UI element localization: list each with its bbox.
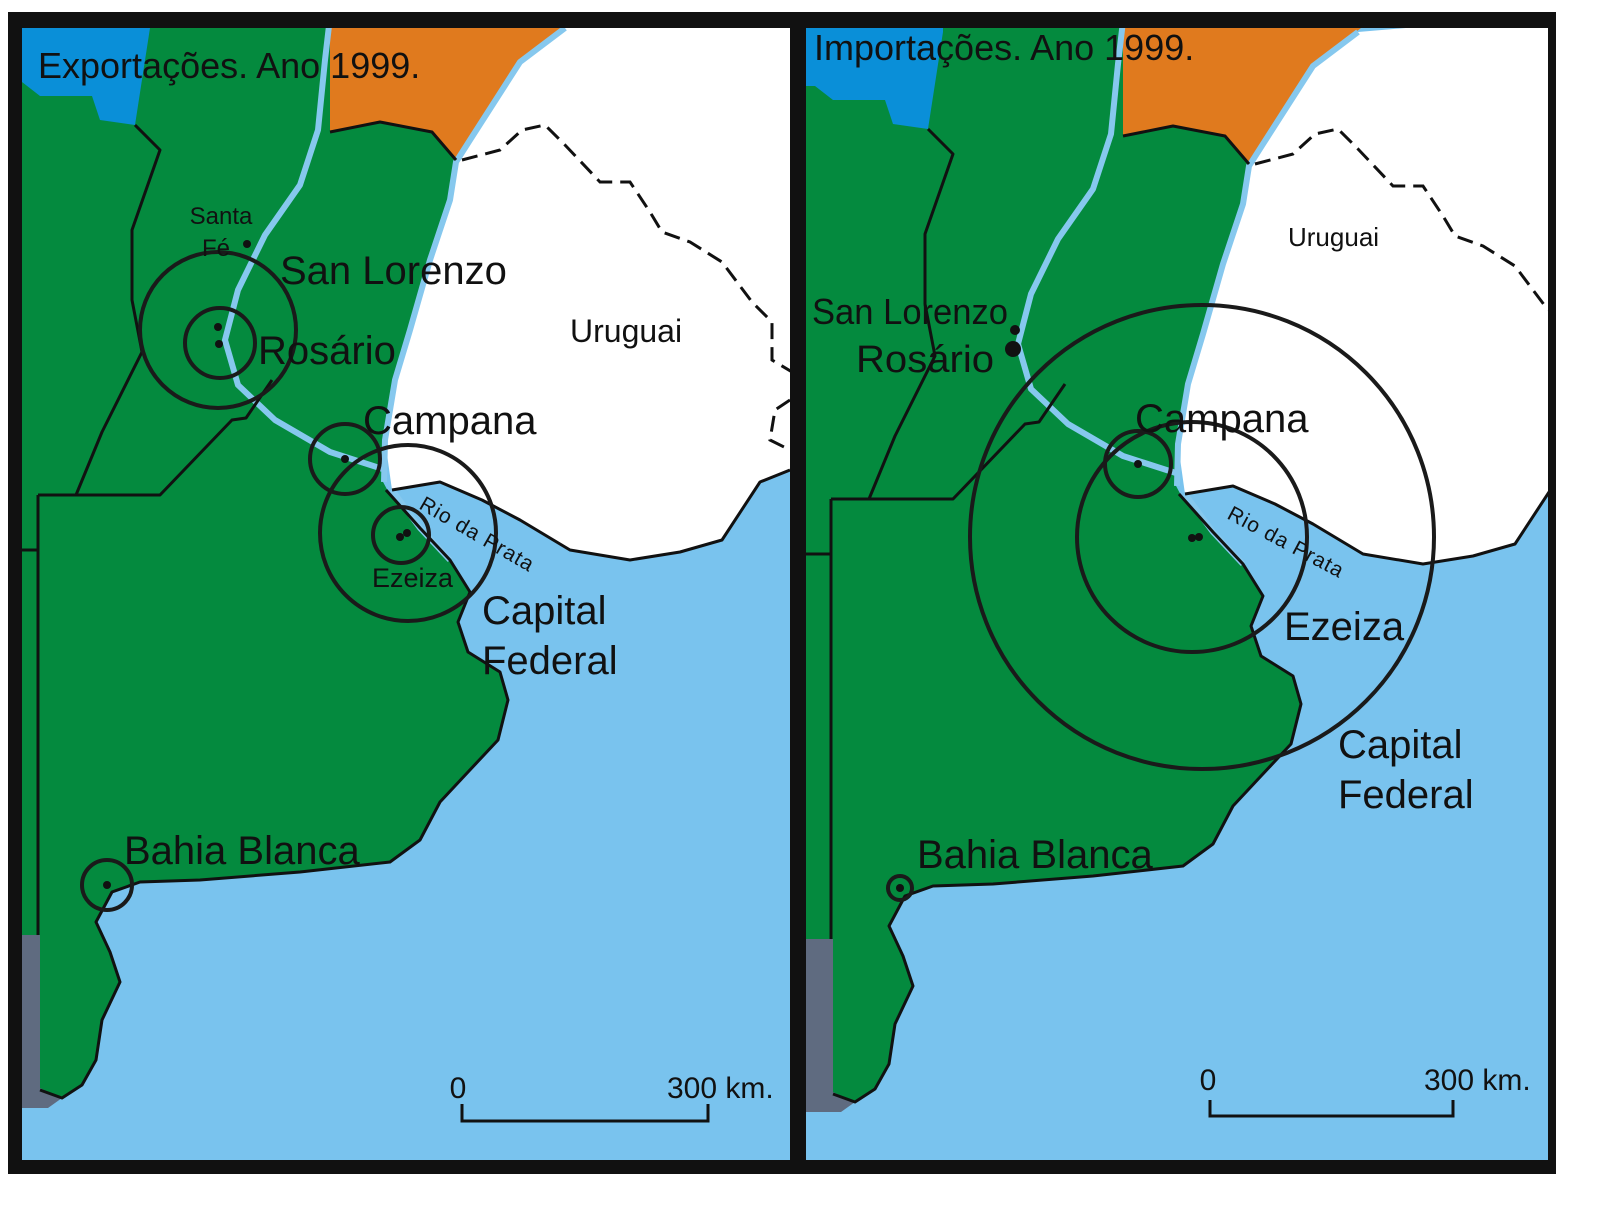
label-san-lorenzo: San Lorenzo xyxy=(280,249,507,293)
rosario-outer-circle xyxy=(138,250,298,410)
bahia-blanca-dot xyxy=(896,884,904,892)
label-rosario: Rosário xyxy=(258,329,396,373)
san-lorenzo-dot xyxy=(1010,325,1020,335)
imports-map-panel: Importações. Ano 1999. Uruguai San Loren… xyxy=(793,27,1600,1204)
label-ezeiza: Ezeiza xyxy=(372,563,454,593)
rosario-dot xyxy=(1005,341,1021,357)
label-campana: Campana xyxy=(1135,397,1309,441)
label-federal: Federal xyxy=(1338,773,1474,817)
ezeiza-circle xyxy=(371,505,431,565)
ezeiza-circle xyxy=(1075,420,1309,654)
scale-start: 0 xyxy=(1200,1064,1217,1097)
rosario-dot xyxy=(215,340,223,348)
label-san-lorenzo: San Lorenzo xyxy=(812,291,1008,332)
label-santa-fe-1: Santa xyxy=(190,203,253,230)
scale-end: 300 km. xyxy=(1424,1064,1531,1097)
bahia-blanca-dot xyxy=(103,881,111,889)
rosario-inner-circle xyxy=(183,306,257,380)
capital-federal-dot xyxy=(403,529,411,537)
label-federal: Federal xyxy=(482,639,618,683)
ezeiza-dot xyxy=(396,533,404,541)
label-capital: Capital xyxy=(1338,723,1463,767)
santa-fe-dot xyxy=(243,240,251,248)
campana-circle xyxy=(1103,429,1173,499)
ezeiza-dot xyxy=(1188,534,1196,542)
capital-federal-dot xyxy=(1195,533,1203,541)
campana-dot xyxy=(341,455,349,463)
bahia-blanca-circle xyxy=(886,874,914,902)
label-uruguai: Uruguai xyxy=(1288,222,1379,252)
label-uruguai: Uruguai xyxy=(570,313,682,349)
label-bahia-blanca: Bahia Blanca xyxy=(917,833,1153,877)
label-bahia-blanca: Bahia Blanca xyxy=(124,829,360,873)
san-lorenzo-dot xyxy=(214,323,222,331)
capital-federal-circle xyxy=(968,303,1436,771)
exports-map-panel: Exportações. Ano 1999. Santa Fé San Lore… xyxy=(0,0,900,1200)
capital-federal-circle xyxy=(318,443,498,623)
export-circles xyxy=(80,240,498,912)
map-title: Exportações. Ano 1999. xyxy=(38,45,420,86)
bahia-blanca-circle xyxy=(80,858,134,912)
campana-circle xyxy=(308,422,382,496)
scale-bar: 0 300 km. xyxy=(450,1072,774,1123)
scale-bar: 0 300 km. xyxy=(1200,1064,1531,1118)
campana-dot xyxy=(1134,460,1142,468)
label-capital: Capital xyxy=(482,589,607,633)
import-circles xyxy=(886,303,1436,902)
label-ezeiza: Ezeiza xyxy=(1284,605,1405,649)
label-rosario: Rosário xyxy=(856,339,994,381)
scale-start: 0 xyxy=(450,1072,467,1105)
label-campana: Campana xyxy=(363,399,537,443)
label-santa-fe-2: Fé xyxy=(202,235,230,262)
scale-end: 300 km. xyxy=(667,1072,774,1105)
map-title: Importações. Ano 1999. xyxy=(814,27,1194,68)
